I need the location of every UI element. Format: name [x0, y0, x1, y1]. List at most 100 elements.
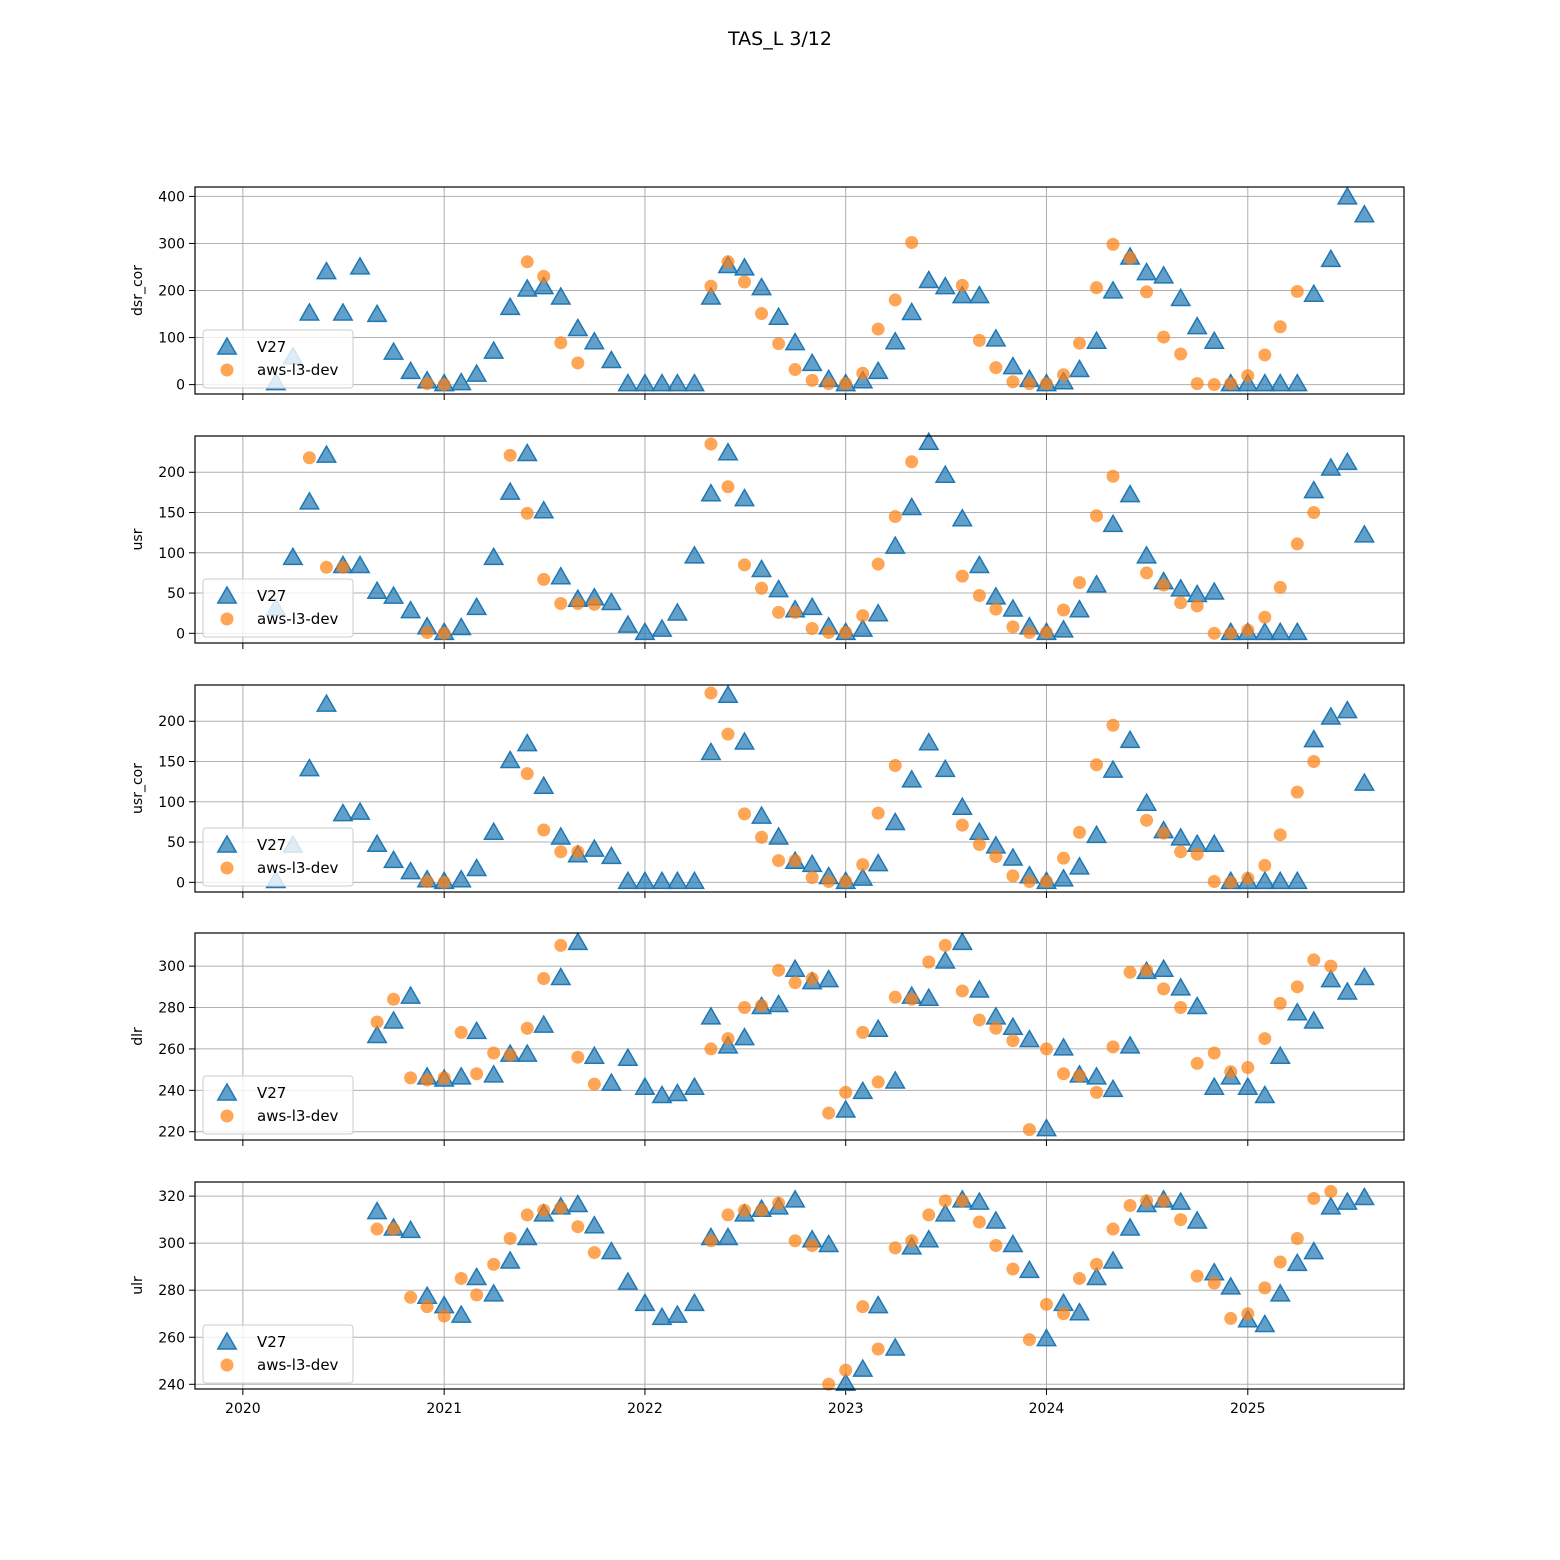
- data-point-circle: [888, 990, 902, 1004]
- legend-box: [202, 329, 354, 389]
- legend-box: [202, 827, 354, 887]
- data-point-triangle: [1286, 1252, 1308, 1272]
- y-tick-label: 0: [176, 875, 185, 891]
- data-point-triangle: [901, 496, 923, 516]
- data-point-triangle: [499, 481, 521, 500]
- data-point-circle: [871, 806, 885, 820]
- data-point-triangle: [1353, 1186, 1375, 1206]
- data-point-triangle: [466, 857, 488, 877]
- data-point-triangle: [516, 1226, 538, 1246]
- data-point-triangle: [733, 488, 755, 507]
- data-point-circle: [805, 373, 819, 387]
- data-point-circle: [1106, 469, 1120, 483]
- data-point-triangle: [968, 554, 990, 574]
- data-point-circle: [1140, 813, 1154, 827]
- legend-marker-circle: [220, 363, 234, 377]
- data-point-triangle: [516, 278, 538, 297]
- data-point-triangle: [700, 286, 722, 305]
- data-point-triangle: [1136, 262, 1158, 281]
- data-point-circle: [1006, 1262, 1020, 1276]
- data-point-circle: [1106, 237, 1120, 251]
- data-point-circle: [839, 875, 853, 889]
- data-point-triangle: [801, 596, 823, 616]
- data-point-circle: [387, 992, 401, 1006]
- data-point-triangle: [332, 803, 354, 822]
- y-tick-label: 240: [158, 1377, 185, 1393]
- data-point-triangle: [918, 1229, 940, 1248]
- y-tick-label: 150: [158, 506, 185, 522]
- data-point-triangle: [951, 796, 973, 815]
- data-point-triangle: [1269, 373, 1291, 392]
- legend-marker-circle: [220, 1109, 234, 1123]
- data-point-circle: [1006, 1034, 1020, 1048]
- data-point-triangle: [634, 621, 656, 641]
- data-point-circle: [1224, 1065, 1238, 1079]
- data-point-circle: [571, 1220, 585, 1234]
- data-point-triangle: [383, 849, 405, 869]
- y-tick-label: 260: [158, 1042, 185, 1058]
- data-point-triangle: [666, 1304, 688, 1323]
- data-point-triangle: [968, 285, 990, 304]
- data-point-triangle: [1336, 186, 1358, 205]
- data-point-circle: [1258, 348, 1272, 362]
- legend-label: aws-l3-dev: [257, 610, 339, 628]
- data-point-triangle: [600, 592, 622, 611]
- data-point-circle: [1174, 845, 1188, 859]
- data-point-circle: [772, 1196, 786, 1210]
- data-point-circle: [721, 255, 735, 269]
- data-point-triangle: [617, 614, 639, 633]
- data-point-triangle: [617, 870, 639, 890]
- data-point-circle: [938, 938, 952, 952]
- panel-usr_cor: 0 50 100 150 200 usr_cor V27 aws-l3-dev: [130, 684, 1405, 898]
- data-point-circle: [1072, 825, 1086, 839]
- data-point-circle: [905, 1234, 919, 1248]
- data-point-triangle: [366, 833, 388, 853]
- legend: V27 aws-l3-dev: [202, 1075, 354, 1135]
- data-point-circle: [905, 992, 919, 1006]
- data-point-circle: [788, 854, 802, 868]
- y-tick-label: 240: [158, 1083, 185, 1099]
- axes-frame: [194, 932, 1405, 1141]
- series-V27: [366, 931, 1375, 1137]
- data-point-triangle: [349, 801, 371, 820]
- data-point-circle: [1324, 1184, 1338, 1198]
- legend-marker-circle: [220, 1358, 234, 1372]
- data-point-circle: [437, 1071, 451, 1085]
- legend-marker-triangle: [216, 1331, 238, 1350]
- y-tick-label: 200: [158, 284, 185, 300]
- data-point-circle: [737, 807, 751, 821]
- data-point-circle: [1157, 826, 1171, 840]
- legend-label: aws-l3-dev: [257, 859, 339, 877]
- data-point-triangle: [567, 1194, 589, 1213]
- data-point-triangle: [666, 602, 688, 621]
- data-point-circle: [437, 378, 451, 392]
- data-point-circle: [1022, 1123, 1036, 1137]
- data-point-circle: [888, 759, 902, 773]
- y-tick-label: 300: [158, 1236, 185, 1252]
- data-point-circle: [1022, 377, 1036, 391]
- data-point-triangle: [683, 1076, 705, 1095]
- data-point-circle: [454, 1025, 468, 1039]
- data-point-triangle: [1086, 574, 1108, 593]
- data-point-triangle: [968, 1191, 990, 1210]
- data-point-triangle: [1336, 700, 1358, 719]
- y-tick-label: 150: [158, 755, 185, 771]
- data-point-triangle: [884, 331, 906, 350]
- data-point-circle: [989, 602, 1003, 616]
- data-point-triangle: [1186, 1210, 1208, 1229]
- data-point-triangle: [450, 372, 472, 391]
- panel-dsr_cor: 0 100 200 300 400 dsr_cor V27 aws-l3-dev: [130, 186, 1405, 400]
- y-tick-label: 400: [158, 189, 185, 205]
- data-point-triangle: [483, 546, 505, 566]
- data-point-triangle: [1353, 524, 1375, 543]
- data-point-triangle: [1086, 1066, 1108, 1085]
- data-point-triangle: [1186, 316, 1208, 335]
- data-point-circle: [972, 1013, 986, 1027]
- data-point-circle: [989, 1239, 1003, 1253]
- data-point-triangle: [666, 373, 688, 392]
- data-point-circle: [1224, 1311, 1238, 1325]
- series-V27: [265, 684, 1375, 890]
- data-point-triangle: [835, 1099, 857, 1118]
- data-point-circle: [437, 626, 451, 640]
- data-point-circle: [1039, 1297, 1053, 1311]
